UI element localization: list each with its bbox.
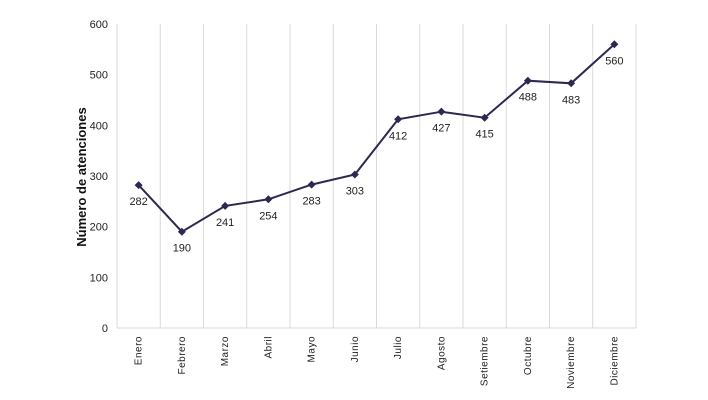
- y-tick-label: 500: [90, 70, 108, 82]
- data-point-marker: [177, 227, 186, 236]
- y-axis-ticks: 0 100 200 300 400 500 600: [90, 19, 108, 335]
- data-label: 560: [605, 55, 623, 67]
- x-tick-label: Octubre: [523, 336, 534, 375]
- data-label: 415: [475, 129, 493, 141]
- data-label: 282: [129, 196, 147, 208]
- x-tick-label: Febrero: [177, 336, 188, 375]
- data-point-marker: [480, 113, 489, 122]
- data-label: 303: [346, 185, 364, 197]
- y-tick-label: 0: [102, 323, 108, 335]
- x-tick-label: Diciembre: [609, 336, 620, 386]
- data-labels: 282 190 241 254 283 303 412 427 415 488 483 560: [129, 55, 623, 254]
- gridlines: [116, 24, 637, 328]
- data-label: 190: [173, 243, 191, 255]
- data-point-marker: [264, 195, 273, 204]
- data-point-marker: [437, 107, 446, 116]
- x-tick-label: Setiembre: [480, 336, 491, 386]
- data-point-marker: [523, 76, 532, 85]
- x-tick-label: Abril: [263, 336, 274, 359]
- y-tick-label: 200: [90, 222, 108, 234]
- data-point-marker: [307, 180, 316, 189]
- y-tick-label: 300: [90, 171, 108, 183]
- x-tick-label: Noviembre: [566, 336, 577, 389]
- data-label: 283: [302, 196, 320, 208]
- y-tick-label: 600: [90, 19, 108, 31]
- data-label: 412: [389, 130, 407, 142]
- x-axis-ticks: Enero Febrero Marzo Abril Mayo Junio Julio Agos…: [134, 336, 621, 389]
- data-label: 241: [216, 217, 234, 229]
- series-line: [137, 43, 616, 233]
- data-label: 488: [519, 92, 537, 104]
- series-markers: [134, 40, 619, 236]
- y-tick-label: 400: [90, 120, 108, 132]
- x-tick-label: Enero: [134, 336, 145, 365]
- data-point-marker: [221, 201, 230, 210]
- data-label: 427: [432, 123, 450, 135]
- data-label: 254: [259, 210, 277, 222]
- data-point-marker: [134, 181, 143, 190]
- x-tick-label: Agosto: [436, 336, 447, 370]
- data-point-marker: [350, 170, 359, 179]
- x-tick-label: Junio: [350, 336, 361, 362]
- x-tick-label: Marzo: [220, 336, 231, 366]
- y-tick-label: 100: [90, 272, 108, 284]
- data-point-marker: [610, 40, 619, 49]
- y-axis-label: Número de atenciones: [74, 107, 89, 246]
- data-point-marker: [567, 79, 576, 88]
- x-tick-label: Julio: [393, 336, 404, 359]
- x-tick-label: Mayo: [307, 336, 318, 362]
- data-label: 483: [562, 94, 580, 106]
- data-point-marker: [394, 115, 403, 124]
